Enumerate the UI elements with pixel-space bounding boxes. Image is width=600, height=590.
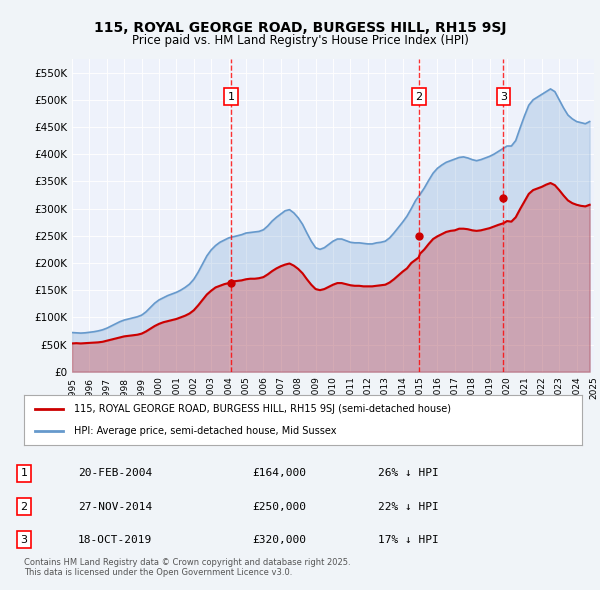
Text: HPI: Average price, semi-detached house, Mid Sussex: HPI: Average price, semi-detached house,… [74,427,337,437]
Text: 1: 1 [227,91,235,101]
Text: 18-OCT-2019: 18-OCT-2019 [78,535,152,545]
Text: 26% ↓ HPI: 26% ↓ HPI [378,468,439,478]
Text: 27-NOV-2014: 27-NOV-2014 [78,502,152,512]
Text: £320,000: £320,000 [252,535,306,545]
Text: 3: 3 [500,91,507,101]
Text: Contains HM Land Registry data © Crown copyright and database right 2025.
This d: Contains HM Land Registry data © Crown c… [24,558,350,577]
Text: 22% ↓ HPI: 22% ↓ HPI [378,502,439,512]
Text: 2: 2 [20,502,28,512]
Text: 1: 1 [20,468,28,478]
Text: £164,000: £164,000 [252,468,306,478]
Text: 20-FEB-2004: 20-FEB-2004 [78,468,152,478]
Text: 3: 3 [20,535,28,545]
Text: 115, ROYAL GEORGE ROAD, BURGESS HILL, RH15 9SJ: 115, ROYAL GEORGE ROAD, BURGESS HILL, RH… [94,21,506,35]
Text: 115, ROYAL GEORGE ROAD, BURGESS HILL, RH15 9SJ (semi-detached house): 115, ROYAL GEORGE ROAD, BURGESS HILL, RH… [74,404,451,414]
Text: £250,000: £250,000 [252,502,306,512]
Text: Price paid vs. HM Land Registry's House Price Index (HPI): Price paid vs. HM Land Registry's House … [131,34,469,47]
Text: 17% ↓ HPI: 17% ↓ HPI [378,535,439,545]
Text: 2: 2 [415,91,422,101]
